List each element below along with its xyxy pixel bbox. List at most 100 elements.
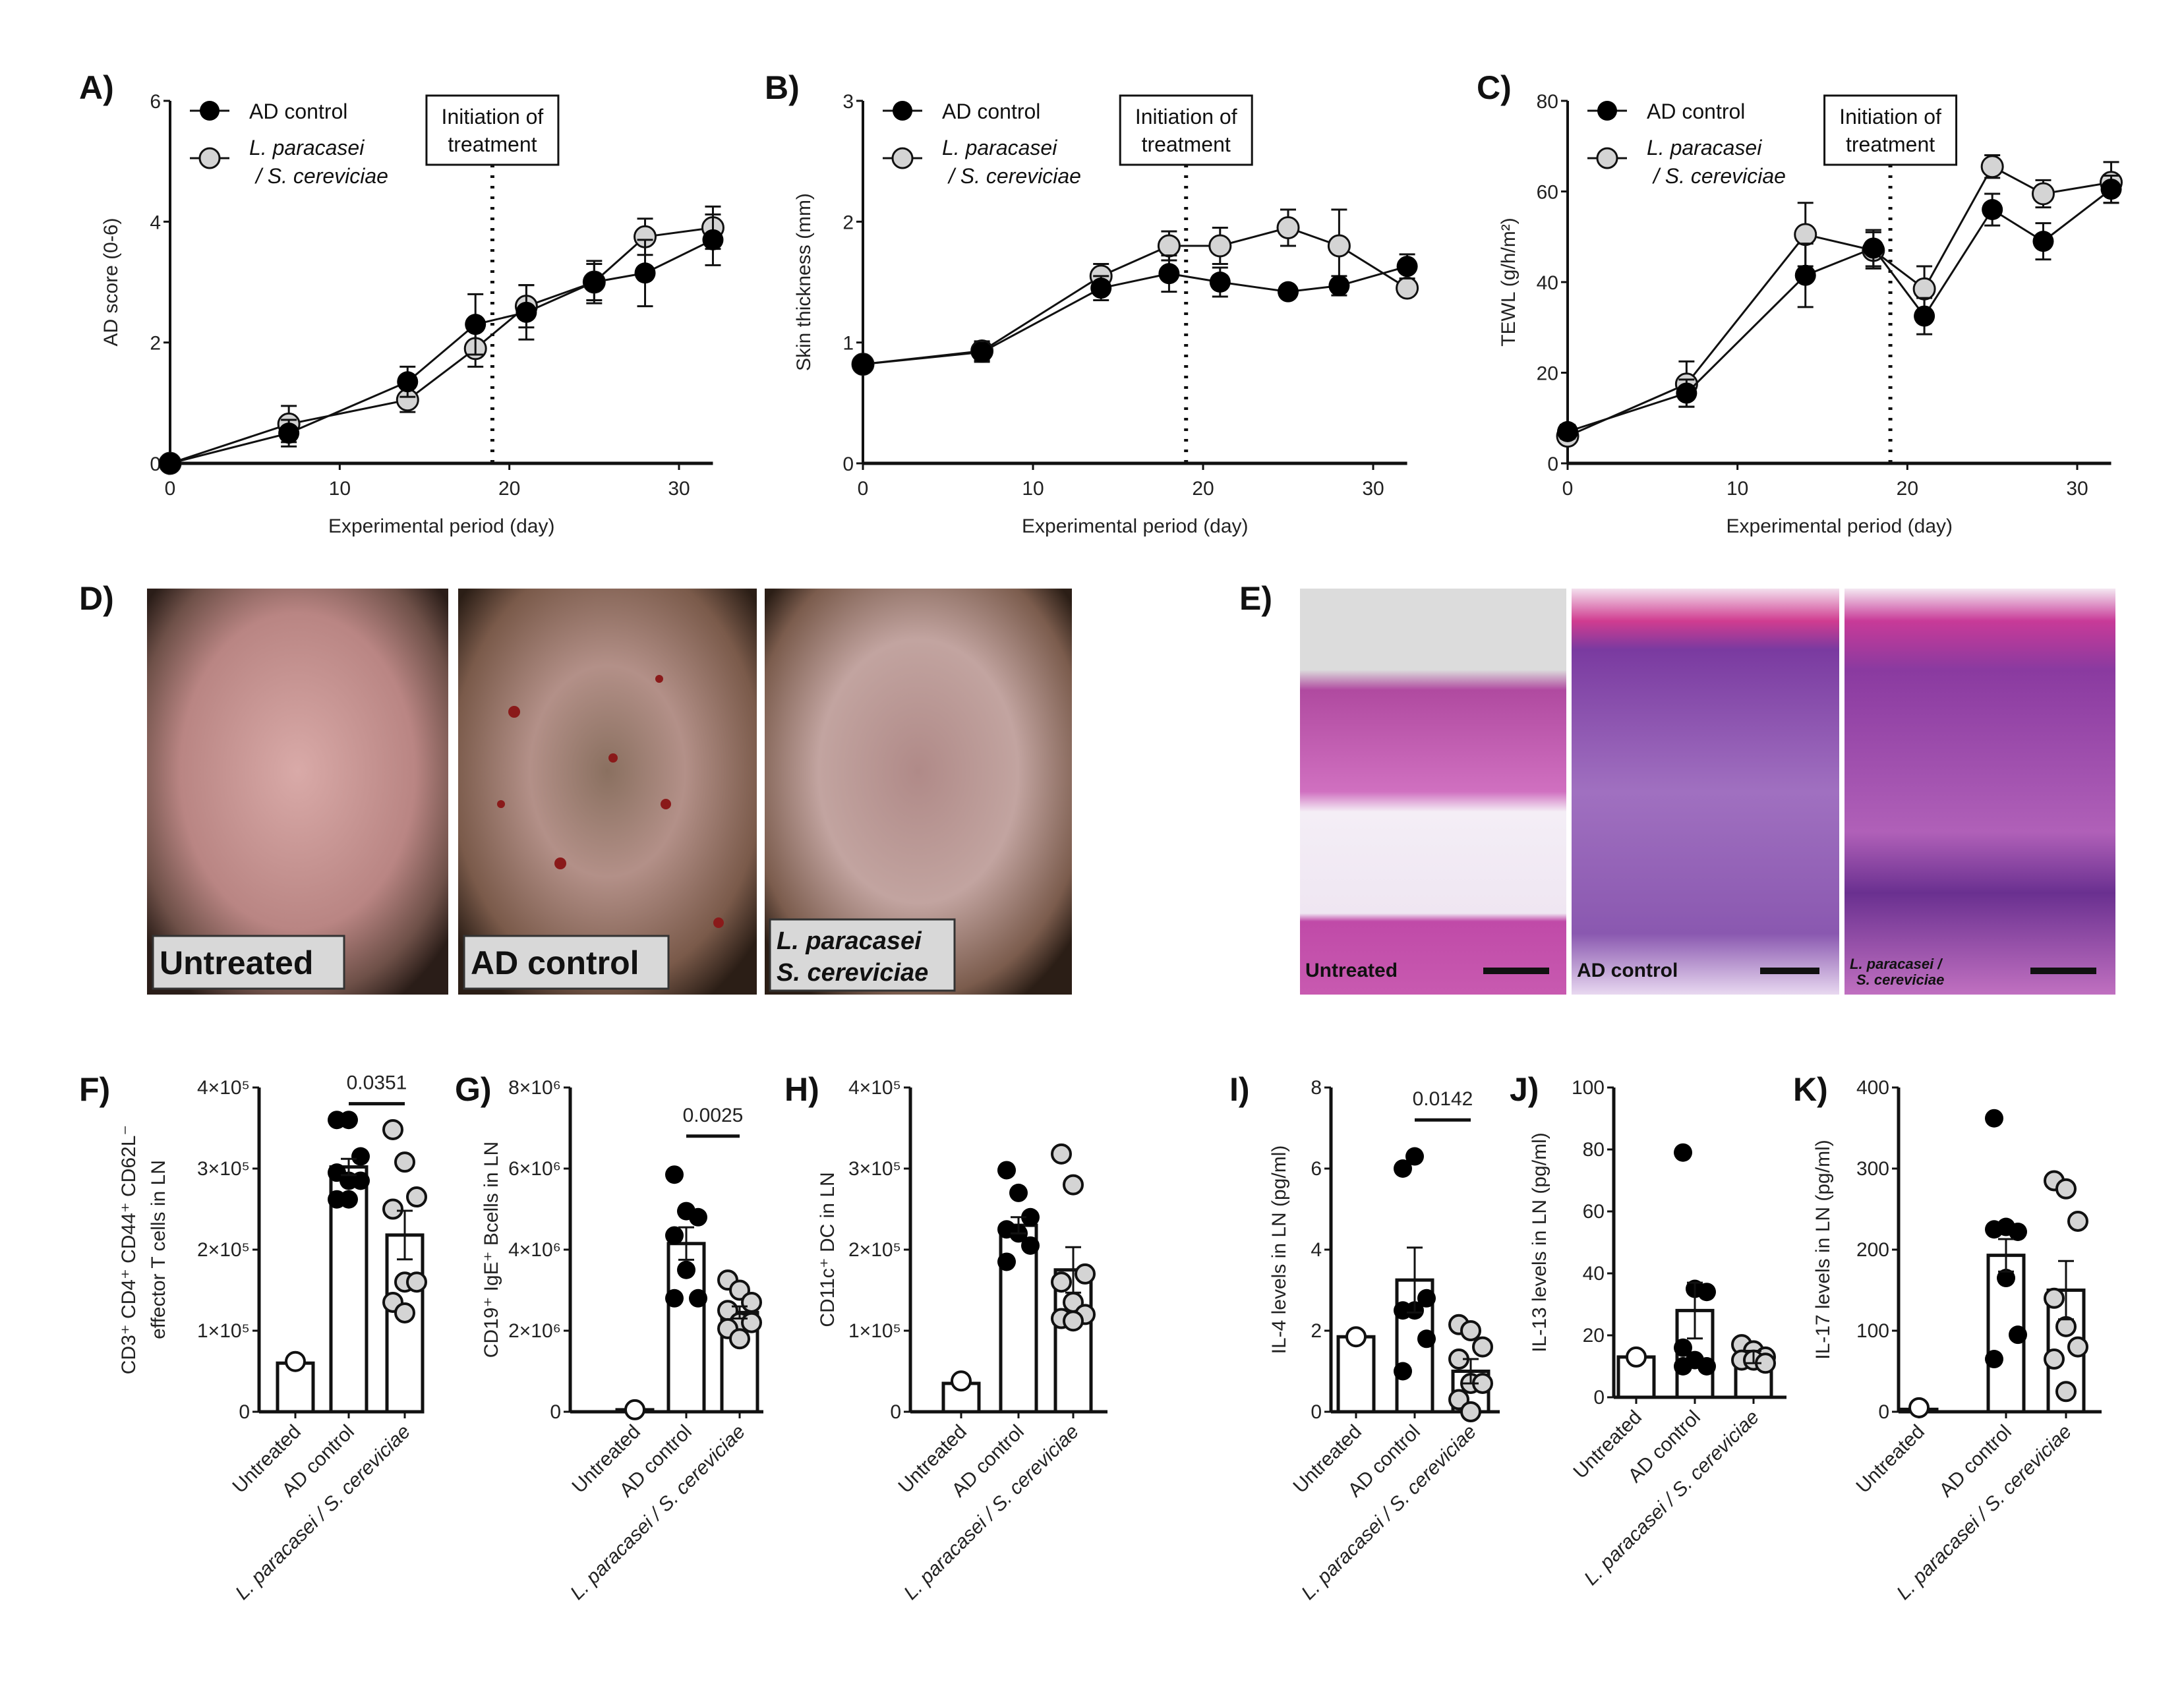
x-tick-label: 10 bbox=[329, 478, 351, 500]
y-tick-label: 1×10⁵ bbox=[197, 1320, 250, 1342]
y-axis-label: AD score (0-6) bbox=[100, 218, 122, 346]
y-axis-label: CD3⁺ CD4⁺ CD44⁺ CD62L⁻ bbox=[118, 1125, 140, 1374]
data-point bbox=[634, 262, 656, 284]
data-point bbox=[702, 229, 724, 250]
data-point bbox=[1862, 237, 1884, 259]
treatment-box-text: treatment bbox=[1142, 132, 1231, 156]
legend-label-ad: AD control bbox=[249, 100, 347, 123]
data-point bbox=[1557, 420, 1578, 442]
y-axis-label: CD19⁺ IgE⁺ Bcells in LN bbox=[481, 1142, 502, 1358]
data-point bbox=[351, 1147, 370, 1166]
data-point bbox=[406, 1186, 427, 1208]
y-axis-label: IL-17 levels in LN (pg/ml) bbox=[1812, 1140, 1834, 1359]
histology-label: S. cereviciae bbox=[1856, 972, 1944, 988]
data-point bbox=[2055, 1178, 2077, 1200]
data-point bbox=[583, 272, 605, 293]
data-point bbox=[997, 1252, 1016, 1271]
y-tick-label: 1×10⁵ bbox=[848, 1320, 901, 1342]
data-point bbox=[677, 1260, 695, 1279]
data-point bbox=[1417, 1289, 1436, 1308]
y-tick-label: 0 bbox=[150, 453, 161, 475]
treatment-box-text: treatment bbox=[1846, 132, 1935, 156]
data-point bbox=[1063, 1174, 1084, 1196]
data-point bbox=[689, 1207, 707, 1227]
data-point bbox=[741, 1312, 762, 1333]
data-point bbox=[1090, 277, 1112, 299]
data-point bbox=[1021, 1207, 1040, 1227]
chart-a: 0 2 4 6 0 10 20 30 Experimental period (day) AD s… bbox=[100, 91, 724, 537]
data-point bbox=[1985, 1220, 2003, 1239]
data-point bbox=[1345, 1326, 1367, 1348]
y-tick-label: 2 bbox=[150, 333, 161, 355]
y-tick-label: 4×10⁵ bbox=[848, 1077, 901, 1099]
x-tick-label: 0 bbox=[1562, 478, 1574, 500]
data-point bbox=[1276, 216, 1300, 239]
panel-label-c: C) bbox=[1477, 69, 1512, 106]
y-tick-label: 40 bbox=[1583, 1263, 1605, 1285]
data-point bbox=[1009, 1183, 1028, 1202]
data-point bbox=[394, 1151, 415, 1173]
y-tick-label: 80 bbox=[1537, 91, 1558, 113]
y-tick-label: 0 bbox=[890, 1401, 901, 1423]
y-tick-label: 40 bbox=[1537, 272, 1558, 294]
histology-label: L. paracasei / bbox=[1850, 956, 1943, 972]
data-point bbox=[339, 1111, 358, 1130]
data-point bbox=[1697, 1357, 1716, 1376]
data-point bbox=[665, 1289, 684, 1308]
p-value-label: 0.0351 bbox=[347, 1072, 407, 1094]
data-point bbox=[852, 353, 873, 375]
series-line-lp bbox=[169, 227, 713, 465]
y-tick-label: 6 bbox=[1311, 1158, 1322, 1180]
y-tick-label: 2×10⁶ bbox=[508, 1320, 561, 1342]
treatment-box-text: Initiation of bbox=[442, 105, 544, 129]
data-point bbox=[997, 1161, 1016, 1180]
data-point bbox=[1394, 1159, 1412, 1178]
scale-bar bbox=[2030, 968, 2096, 974]
legend-marker-lp bbox=[198, 147, 221, 169]
data-point bbox=[2100, 179, 2122, 200]
data-point bbox=[516, 301, 537, 323]
histology-ad-control: AD control bbox=[1572, 589, 1839, 995]
data-point bbox=[1021, 1236, 1040, 1255]
data-point bbox=[1674, 1143, 1692, 1162]
y-tick-label: 0 bbox=[550, 1401, 561, 1423]
series-line-lp bbox=[1567, 165, 2111, 438]
data-point bbox=[1674, 1338, 1692, 1357]
y-axis-label: IL-4 levels in LN (pg/ml) bbox=[1268, 1146, 1290, 1354]
x-axis-label: Experimental period (day) bbox=[1022, 515, 1249, 537]
data-point bbox=[2067, 1336, 2088, 1358]
y-tick-label: 100 bbox=[1856, 1320, 1889, 1342]
data-point bbox=[1417, 1329, 1436, 1348]
legend-marker-lp bbox=[891, 147, 914, 169]
y-tick-label: 3 bbox=[842, 91, 854, 113]
y-tick-label: 20 bbox=[1537, 363, 1558, 385]
data-point bbox=[624, 1399, 645, 1420]
panel-label-j: J) bbox=[1510, 1071, 1539, 1108]
y-tick-label: 8×10⁶ bbox=[508, 1077, 561, 1099]
data-point bbox=[1997, 1269, 2015, 1288]
photo-ad-control: AD control bbox=[458, 589, 757, 995]
data-point bbox=[2055, 1381, 2077, 1403]
panel-label-a: A) bbox=[79, 69, 114, 106]
data-point bbox=[665, 1165, 684, 1184]
data-point bbox=[729, 1328, 750, 1350]
legend-label-lp: L. paracasei bbox=[249, 136, 365, 160]
x-tick-label: 0 bbox=[165, 478, 176, 500]
data-point bbox=[1396, 276, 1419, 300]
y-tick-label: 4 bbox=[150, 212, 161, 233]
data-point bbox=[382, 1198, 403, 1220]
x-tick-label: 10 bbox=[1022, 478, 1044, 500]
x-tick-label: 30 bbox=[668, 478, 690, 500]
data-point bbox=[1912, 277, 1936, 301]
data-point bbox=[1278, 281, 1299, 303]
legend-label-lp: / S. cereviciae bbox=[1652, 164, 1786, 188]
panel-label-b: B) bbox=[765, 69, 800, 106]
legend-marker-lp bbox=[1596, 147, 1618, 169]
histology-lp-sc: L. paracasei / S. cereviciae bbox=[1845, 589, 2115, 995]
treatment-box bbox=[1823, 94, 1958, 166]
x-tick-label: 20 bbox=[1192, 478, 1214, 500]
panel-label-e: E) bbox=[1239, 580, 1272, 617]
data-point bbox=[1328, 275, 1350, 297]
